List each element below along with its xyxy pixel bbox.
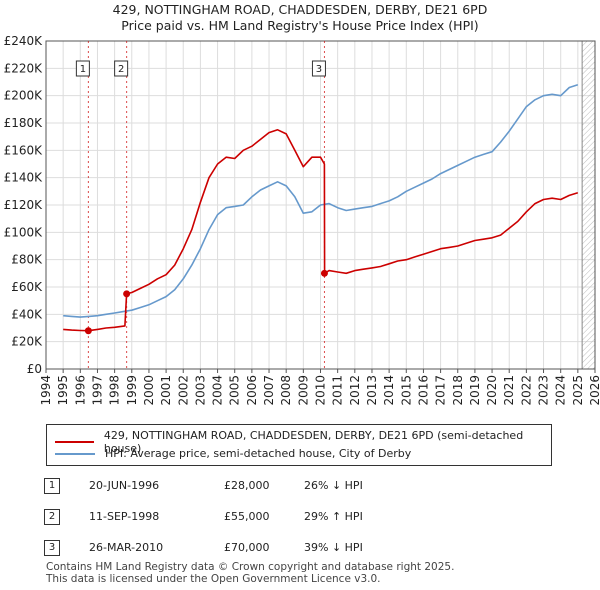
x-tick-label: 2003 [193,375,207,406]
legend-hpi-swatch [55,452,95,455]
sale-marker-box [311,60,326,77]
x-tick-label: 2000 [142,375,156,406]
legend: 429, NOTTINGHAM ROAD, CHADDESDEN, DERBY,… [46,424,552,466]
y-tick-label: £40K [11,307,43,321]
x-tick-label: 2020 [485,375,499,406]
x-tick-label: 2026 [588,375,600,406]
x-tick-label: 2010 [314,375,328,406]
x-tick-label: 1998 [108,375,122,406]
sale-price: £55,000 [224,510,270,523]
x-tick-label: 2014 [382,375,396,406]
x-tick-label: 2008 [279,375,293,406]
x-tick-label: 2021 [502,375,516,406]
chart-subtitle: Price paid vs. HM Land Registry's House … [121,18,479,33]
x-tick-label: 2011 [331,375,345,406]
sale-hpi-delta: 29% ↑ HPI [304,510,363,523]
sale-date: 11-SEP-1998 [89,510,160,523]
legend-property-label: 429, NOTTINGHAM ROAD, CHADDESDEN, DERBY,… [103,429,524,455]
x-tick-label: 1996 [73,375,87,406]
x-tick-label: 1999 [125,375,139,406]
legend-item-property: 429, NOTTINGHAM ROAD, CHADDESDEN, DERBY,… [55,429,551,455]
y-tick-label: £120K [4,198,44,212]
legend-item-hpi: HPI: Average price, semi-detached house,… [55,447,411,460]
sale-hpi-delta: 26% ↓ HPI [304,479,363,492]
sale-date: 20-JUN-1996 [89,479,160,492]
y-tick-label: £60K [11,280,43,294]
sale-price: £70,000 [224,541,270,554]
sale-marker-label: 1 [80,64,86,75]
y-tick-label: £140K [4,171,44,185]
x-tick-label: 2025 [571,375,585,406]
x-tick-label: 2004 [211,375,225,406]
x-tick-label: 2023 [537,375,551,406]
x-tick-label: 2022 [519,375,533,406]
sale-point [320,269,328,277]
x-tick-label: 2019 [468,375,482,406]
x-tick-label: 2016 [416,375,430,406]
sale-price: £28,000 [224,479,270,492]
x-tick-label: 2017 [434,375,448,406]
legend-property-swatch [55,441,94,443]
sale-marker-label: 3 [316,64,322,75]
sale-number-badge: 3 [44,540,60,556]
x-tick-label: 2006 [245,375,259,406]
y-tick-label: £100K [4,225,44,239]
y-tick-label: £160K [4,143,44,157]
price-chart: £0 £20K £40K £60K £80K £100K £120K £140K £160K £1… [4,34,600,406]
hpi-line [63,83,579,318]
x-tick-label: 2015 [399,375,413,406]
footer-copyright: Contains HM Land Registry data © Crown c… [46,561,455,573]
y-tick-label: £0 [27,362,42,376]
chart-title: 429, NOTTINGHAM ROAD, CHADDESDEN, DERBY,… [112,2,488,17]
y-tick-label: £240K [4,34,44,48]
y-tick-label: £180K [4,116,44,130]
legend-hpi-label: HPI: Average price, semi-detached house,… [105,447,412,460]
sale-marker-label: 2 [118,64,124,75]
x-tick-label: 2001 [159,375,173,406]
x-tick-label: 2002 [176,375,190,406]
x-tick-label: 2013 [365,375,379,406]
x-tick-label: 2018 [451,375,465,406]
x-tick-label: 2009 [296,375,310,406]
sale-number-badge: 2 [44,509,60,525]
y-tick-label: £200K [4,89,44,103]
y-tick-label: £20K [11,335,43,349]
x-tick-label: 1994 [39,375,53,406]
sale-point [84,327,92,335]
sale-point [123,290,131,298]
sale-marker-box [114,60,129,77]
x-tick-label: 2005 [228,375,242,406]
footer-licence: This data is licensed under the Open Gov… [46,573,381,585]
y-tick-label: £80K [11,253,43,267]
sale-number-badge: 1 [44,478,60,494]
x-tick-label: 2012 [348,375,362,406]
x-tick-label: 2007 [262,375,276,406]
forecast-hatch-region [582,41,595,369]
x-tick-label: 2024 [554,375,568,406]
property-price-line [63,129,579,332]
x-tick-label: 1997 [90,375,104,406]
sale-date: 26-MAR-2010 [89,541,164,554]
sale-marker-box [75,60,90,77]
sale-hpi-delta: 39% ↓ HPI [304,541,363,554]
y-tick-label: £220K [4,61,44,75]
x-tick-label: 1995 [56,375,70,406]
